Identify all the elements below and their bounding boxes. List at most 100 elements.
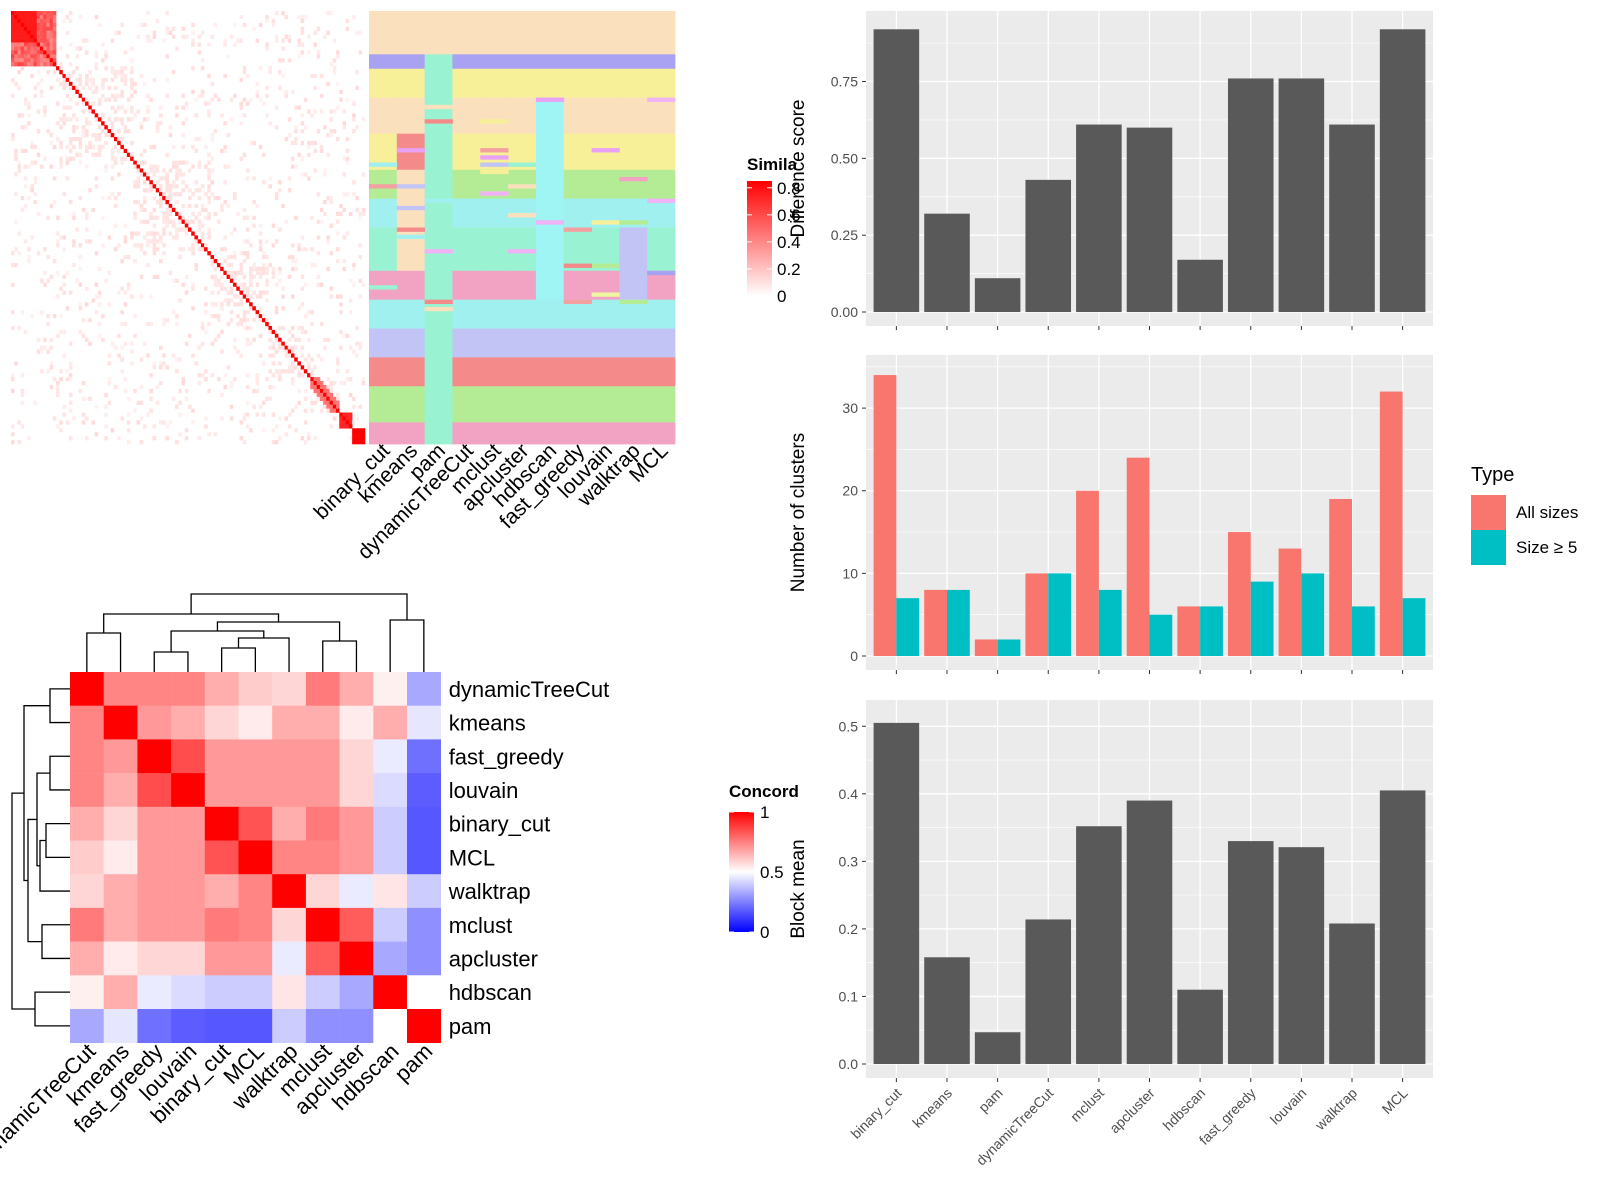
similarity-cell (358, 50, 363, 55)
y-axis-label: Number of clusters (788, 433, 809, 592)
similarity-cell (104, 278, 108, 283)
similarity-cell (226, 54, 231, 59)
similarity-cell (278, 58, 282, 63)
similarity-cell (175, 164, 179, 169)
similarity-cell (229, 298, 234, 303)
similarity-cell (171, 70, 176, 75)
concordance-cell (103, 739, 138, 774)
similarity-cell (281, 345, 285, 350)
similarity-cell (339, 97, 343, 102)
similarity-cell (303, 282, 308, 287)
similarity-cell (43, 58, 47, 63)
similarity-cell (81, 381, 86, 386)
similarity-cell (17, 58, 21, 63)
similarity-cell (307, 365, 311, 370)
similarity-cell (11, 373, 15, 378)
similarity-cell (65, 420, 70, 425)
row-dendrogram-branch (41, 924, 70, 960)
similarity-cell (27, 105, 31, 110)
annotation-segment (452, 270, 481, 301)
similarity-cell (220, 274, 224, 279)
similarity-cell (23, 184, 28, 189)
similarity-cell (204, 164, 208, 169)
similarity-cell (36, 30, 41, 35)
similarity-cell (91, 420, 95, 425)
y-tick-label: 0.2 (839, 921, 859, 937)
similarity-cell (171, 235, 176, 240)
similarity-cell (265, 46, 269, 51)
concordance-row-label: mclust (449, 913, 513, 938)
similarity-cell (294, 428, 298, 433)
similarity-cell (194, 113, 198, 118)
annotation-stripe (396, 234, 426, 240)
similarity-cell (165, 207, 169, 213)
similarity-cell (329, 109, 334, 114)
similarity-cell (68, 62, 73, 67)
similarity-cell (171, 353, 176, 358)
similarity-cell (152, 239, 157, 244)
similarity-cell (355, 432, 359, 437)
similarity-cell (191, 38, 195, 43)
similarity-cell (245, 337, 250, 342)
similarity-cell (30, 62, 34, 67)
annotation-segment (369, 227, 398, 272)
similarity-cell (300, 286, 305, 291)
similarity-cell (113, 345, 118, 350)
similarity-cell (11, 26, 15, 31)
similarity-cell (249, 278, 253, 283)
similarity-cell (233, 302, 237, 307)
similarity-cell (184, 231, 189, 236)
similarity-cell (11, 432, 15, 437)
similarity-cell (117, 30, 121, 35)
annotation-segment (452, 54, 481, 70)
annotation-segment (396, 299, 426, 329)
annotation-segment (619, 227, 648, 272)
similarity-cell (27, 14, 31, 20)
similarity-cell (323, 34, 327, 39)
similarity-cell (62, 81, 67, 87)
annotation-segment (369, 328, 398, 358)
similarity-cell (120, 77, 124, 83)
similarity-cell (284, 432, 289, 437)
annotation-stripe (508, 162, 537, 167)
similarity-cell (274, 239, 279, 244)
similarity-cell (23, 62, 28, 67)
similarity-cell (75, 101, 79, 106)
similarity-cell (171, 207, 176, 213)
similarity-cell (207, 321, 211, 327)
column-dendrogram-branch (322, 640, 358, 672)
annotation-segment (591, 54, 620, 70)
similarity-cell (194, 262, 198, 268)
similarity-cell (56, 384, 60, 390)
similarity-cell (345, 231, 350, 236)
annotation-segment (452, 386, 481, 423)
similarity-cell (23, 164, 28, 169)
similarity-cell (271, 243, 276, 248)
similarity-cell (46, 70, 50, 75)
similarity-cell (345, 156, 350, 161)
concordance-cell (272, 1009, 307, 1043)
similarity-cell (136, 34, 141, 39)
similarity-cell (191, 42, 195, 47)
similarity-cell (75, 85, 79, 91)
similarity-cell (78, 329, 83, 335)
similarity-cell (204, 369, 208, 374)
similarity-cell (46, 50, 50, 55)
similarity-cell (139, 203, 144, 209)
similarity-cell (11, 11, 15, 16)
similarity-cell (361, 377, 366, 382)
similarity-cell (233, 377, 237, 382)
similarity-cell (20, 207, 25, 213)
similarity-cell (249, 294, 253, 299)
method-labels: binary_cutkmeanspamdynamicTreeCutmclusta… (310, 439, 673, 564)
similarity-cell (20, 58, 25, 63)
similarity-cell (184, 223, 189, 228)
annotation-segment (480, 270, 509, 301)
similarity-cell (152, 424, 157, 429)
similarity-cell (65, 93, 70, 98)
similarity-cell (204, 243, 208, 248)
similarity-cell (265, 396, 269, 401)
similarity-cell (233, 255, 237, 260)
similarity-cell (355, 325, 359, 331)
similarity-cell (133, 333, 137, 339)
